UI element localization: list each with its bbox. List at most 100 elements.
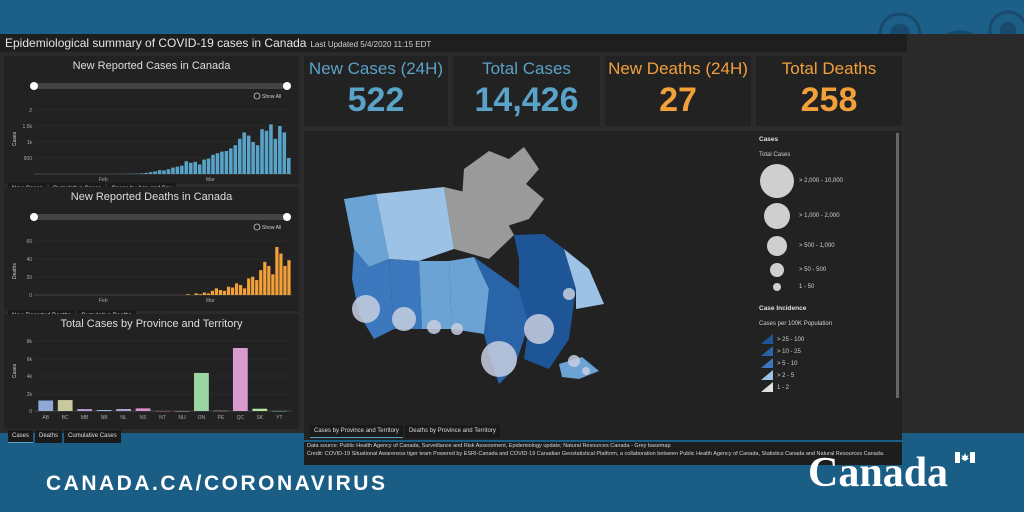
chart-bar[interactable] <box>273 138 278 174</box>
chart-bar[interactable] <box>242 132 246 174</box>
province-bar[interactable] <box>194 372 209 411</box>
chart-bar[interactable] <box>157 170 162 174</box>
chart-bar[interactable] <box>246 135 251 174</box>
province-bar[interactable] <box>252 408 268 411</box>
tab-deaths-by-province[interactable]: Deaths by Province and Territory <box>404 425 500 438</box>
chart-bar[interactable] <box>264 130 269 174</box>
chart-bar[interactable] <box>211 154 215 174</box>
chart-bar[interactable] <box>184 161 189 174</box>
tab-cases[interactable]: Cases <box>8 430 34 443</box>
chart-bar[interactable] <box>206 158 211 174</box>
chart-bar[interactable] <box>144 172 148 174</box>
chart-bar[interactable] <box>171 167 175 174</box>
bubble-ab[interactable] <box>392 307 416 331</box>
bubble-nl[interactable] <box>563 288 575 300</box>
tab-cumulative-cases[interactable]: Cumulative Cases <box>64 430 121 443</box>
bubble-ns[interactable] <box>582 367 590 375</box>
chart-bar[interactable] <box>263 261 267 295</box>
chart-bar[interactable] <box>238 285 243 295</box>
province-bar[interactable] <box>77 409 93 411</box>
province-nl[interactable] <box>564 249 604 309</box>
province-mb[interactable] <box>449 257 489 334</box>
chart-bar[interactable] <box>286 158 291 174</box>
chart-bar[interactable] <box>287 260 291 295</box>
chart-bar[interactable] <box>218 290 223 295</box>
chart-bar[interactable] <box>188 162 193 174</box>
canada-map[interactable] <box>314 139 764 419</box>
chart-bar[interactable] <box>197 164 202 174</box>
chart-bar[interactable] <box>215 153 220 174</box>
province-xtick: PE <box>218 415 225 421</box>
chart-bar[interactable] <box>269 124 273 174</box>
chart-bar[interactable] <box>259 270 263 295</box>
chart-bar[interactable] <box>139 173 144 174</box>
chart-bar[interactable] <box>224 150 229 174</box>
chart-bar[interactable] <box>206 293 210 295</box>
chart-bar[interactable] <box>230 287 235 295</box>
chart-bar[interactable] <box>162 170 166 174</box>
chart-bar[interactable] <box>193 161 197 174</box>
range-slider-handle-right[interactable] <box>283 82 291 90</box>
chart-bar[interactable] <box>166 169 171 174</box>
chart-bar[interactable] <box>202 292 206 295</box>
bubble-on[interactable] <box>481 341 517 377</box>
tab-cases-by-province[interactable]: Cases by Province and Territory <box>310 425 403 438</box>
chart-bar[interactable] <box>233 145 238 174</box>
map-panel[interactable]: Cases by Province and Territory Deaths b… <box>304 131 902 440</box>
chart-bar[interactable] <box>198 294 202 295</box>
province-bar[interactable] <box>116 408 131 411</box>
chart-bar[interactable] <box>282 132 287 174</box>
chart-bar[interactable] <box>255 280 259 295</box>
province-nwt[interactable] <box>376 187 454 261</box>
bubble-mb[interactable] <box>451 323 463 335</box>
chart-bar[interactable] <box>251 276 255 295</box>
bubble-nb[interactable] <box>568 355 580 367</box>
show-all-button[interactable]: Show All <box>253 223 281 231</box>
province-bar[interactable] <box>57 400 73 411</box>
chart-bar[interactable] <box>283 266 287 295</box>
province-bar[interactable] <box>38 400 54 412</box>
province-bar[interactable] <box>232 348 248 411</box>
legend-scrollbar[interactable] <box>896 133 899 398</box>
bubble-bc[interactable] <box>352 295 380 323</box>
chart-bar[interactable] <box>243 288 247 295</box>
chart-bar[interactable] <box>234 283 239 295</box>
chart-bar[interactable] <box>202 159 206 174</box>
chart-bar[interactable] <box>214 288 219 295</box>
chart-bar[interactable] <box>220 151 224 174</box>
province-nunavut[interactable] <box>444 187 514 259</box>
chart-bar[interactable] <box>275 246 279 295</box>
bubble-sk[interactable] <box>427 320 441 334</box>
chart-bar[interactable] <box>153 171 157 174</box>
tab-deaths[interactable]: Deaths <box>35 430 63 443</box>
range-slider-handle-left[interactable] <box>30 82 38 90</box>
chart-bar[interactable] <box>180 165 184 174</box>
province-bar[interactable] <box>135 408 151 411</box>
chart-bar[interactable] <box>267 266 271 295</box>
province-sk[interactable] <box>419 261 452 329</box>
chart-bar[interactable] <box>175 166 180 174</box>
chart-bar[interactable] <box>260 129 264 174</box>
chart-bar[interactable] <box>148 172 153 174</box>
bubble-qc[interactable] <box>524 314 554 344</box>
chart-bar[interactable] <box>210 290 214 295</box>
chart-bar[interactable] <box>279 253 283 295</box>
chart-bar[interactable] <box>247 278 251 295</box>
chart-bar[interactable] <box>226 286 231 295</box>
chart-bar[interactable] <box>255 145 260 174</box>
chart-bar[interactable] <box>271 274 275 295</box>
province-yukon[interactable] <box>344 194 389 267</box>
chart-bar[interactable] <box>237 138 242 174</box>
chart-bar[interactable] <box>278 126 282 174</box>
chart-bar[interactable] <box>194 293 198 295</box>
dashboard-title: Epidemiological summary of COVID-19 case… <box>5 36 432 50</box>
show-all-button[interactable]: Show All <box>253 92 281 100</box>
legend-bubble-icon <box>770 263 784 277</box>
chart-bar[interactable] <box>222 290 227 295</box>
range-slider-handle-left[interactable] <box>30 213 38 221</box>
chart-bar[interactable] <box>186 294 190 295</box>
chart-bar[interactable] <box>251 142 255 174</box>
range-slider-handle-right[interactable] <box>283 213 291 221</box>
chart-bar[interactable] <box>229 148 233 174</box>
province-bar[interactable] <box>96 410 112 411</box>
